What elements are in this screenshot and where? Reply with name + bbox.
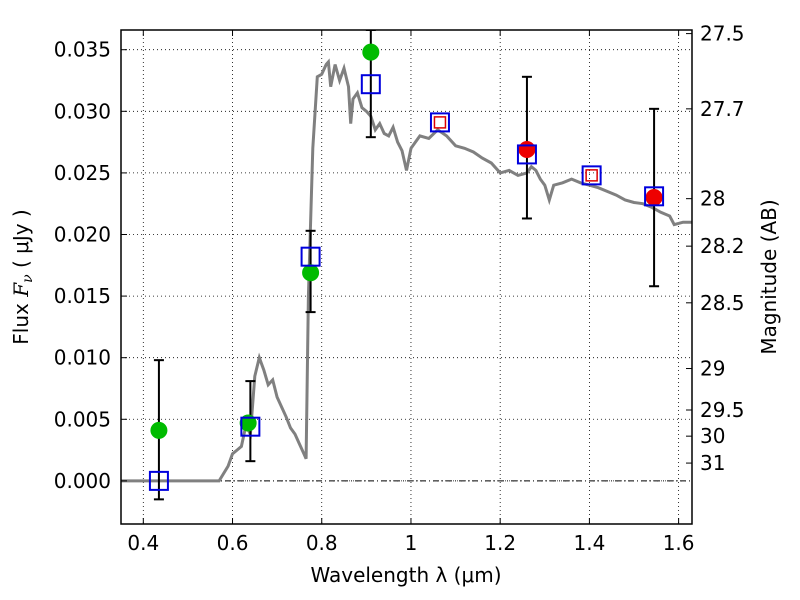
y-tick-label: 0.035 bbox=[54, 38, 111, 62]
data-point-circle bbox=[645, 189, 663, 207]
x-tick-label: 1.6 bbox=[663, 531, 695, 555]
data-point-square bbox=[644, 186, 665, 207]
x-tick-label: 1.4 bbox=[573, 531, 605, 555]
x-tick-label: 0.6 bbox=[217, 531, 249, 555]
data-point-circle bbox=[150, 421, 168, 439]
x-tick-label: 1 bbox=[405, 531, 418, 555]
data-point-square bbox=[300, 246, 321, 267]
magnitude-tick-label: 28.2 bbox=[700, 234, 745, 258]
magnitude-tick-label: 31 bbox=[700, 451, 725, 475]
data-point-square bbox=[516, 144, 537, 165]
grid bbox=[121, 30, 692, 524]
x-axis-label: Wavelength λ (μm) bbox=[310, 563, 501, 587]
y2-axis-label: Magnitude (AB) bbox=[757, 199, 781, 354]
error-bars bbox=[153, 30, 660, 501]
magnitude-ticks: 27.5 27.7 28 28.2 28.5 29 29.530 31 bbox=[686, 22, 745, 475]
magnitude-tick-label: 27.7 bbox=[700, 97, 745, 121]
x-tick-label: 0.8 bbox=[306, 531, 338, 555]
y-tick-label: 0.010 bbox=[54, 346, 111, 370]
magnitude-tick-label: 27.5 bbox=[700, 22, 745, 46]
x-tick-label: 1.2 bbox=[484, 531, 516, 555]
data-point-square bbox=[148, 470, 169, 491]
y-tick-label: 0.000 bbox=[54, 469, 111, 493]
y-tick-label: 0.025 bbox=[54, 161, 111, 185]
photometry-markers bbox=[148, 43, 665, 491]
y-axis-label: Flux Fν ( μJy ) bbox=[9, 209, 36, 344]
magnitude-tick-label: 28 bbox=[700, 187, 725, 211]
data-point-small-square bbox=[433, 116, 447, 129]
magnitude-tick-label: 30 bbox=[700, 424, 725, 448]
data-point-square bbox=[429, 112, 450, 133]
model-sed-line bbox=[121, 58, 692, 483]
magnitude-tick-label: 28.5 bbox=[700, 291, 745, 315]
data-point-square bbox=[360, 74, 381, 95]
data-point-circle bbox=[239, 414, 257, 432]
y-tick-label: 0.020 bbox=[54, 222, 111, 246]
x-ticks: 0.4 0.6 0.8 1 1.2 1.4 1.6 bbox=[127, 30, 695, 555]
y-tick-label: 0.005 bbox=[54, 407, 111, 431]
y-tick-label: 0.015 bbox=[54, 284, 111, 308]
data-point-square bbox=[581, 165, 602, 186]
data-point-square bbox=[240, 416, 261, 437]
y-ticks: 0.000 0.005 0.010 0.015 0.020 0.025 0.030 0.035 bbox=[54, 38, 127, 493]
data-point-circle bbox=[302, 264, 320, 282]
x-tick-label: 0.4 bbox=[127, 531, 159, 555]
magnitude-tick-label: 29 bbox=[700, 357, 725, 381]
data-point-small-square bbox=[585, 169, 598, 182]
y-tick-label: 0.030 bbox=[54, 99, 111, 123]
data-point-circle bbox=[518, 140, 536, 158]
magnitude-tick-label: 29.5 bbox=[700, 398, 745, 422]
data-point-circle bbox=[362, 43, 380, 61]
plot-frame bbox=[120, 29, 693, 525]
